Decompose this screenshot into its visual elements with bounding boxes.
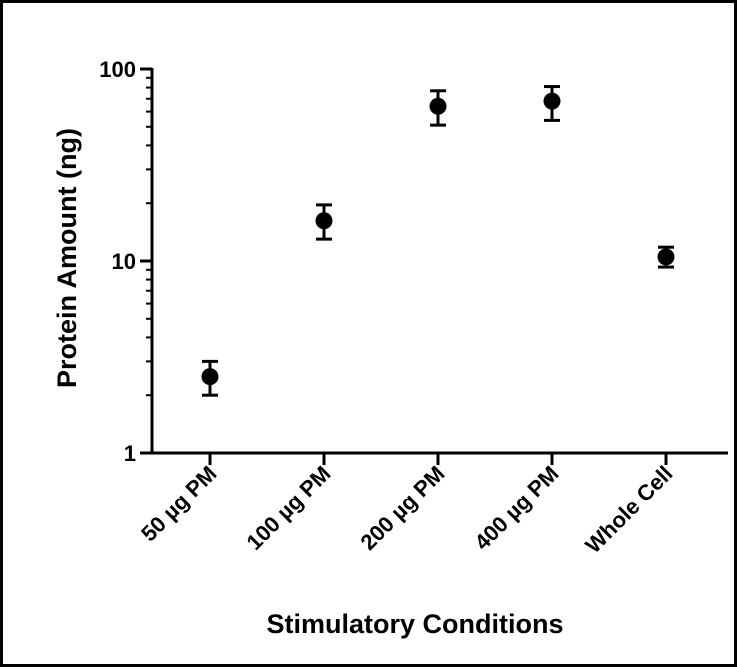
- y-axis-title: Protein Amount (ng): [52, 128, 82, 388]
- x-tick-label: 200 µg PM: [355, 461, 449, 555]
- data-point-group: [543, 85, 561, 122]
- data-point-group: [315, 203, 333, 241]
- data-marks-group: [201, 85, 675, 397]
- x-tick-label: 50 µg PM: [136, 461, 221, 546]
- y-tick-label: 100: [99, 57, 136, 82]
- data-point-group: [429, 89, 447, 127]
- y-tick-label: 10: [112, 249, 136, 274]
- scatter-chart: 1 10 100 50 µg PM 100 µg PM 200 µg PM 400 µg …: [52, 57, 728, 639]
- data-point: [429, 97, 447, 115]
- data-point: [201, 368, 219, 386]
- data-point-group: [201, 359, 219, 397]
- x-axis-title: Stimulatory Conditions: [267, 609, 564, 639]
- y-ticks-group: 1 10 100: [99, 57, 152, 466]
- y-tick-label: 1: [124, 441, 136, 466]
- data-point: [657, 248, 675, 266]
- data-point: [543, 92, 561, 110]
- x-ticks-group: 50 µg PM 100 µg PM 200 µg PM 400 µg PM Whole…: [136, 453, 678, 558]
- data-point-group: [657, 245, 675, 269]
- x-tick-label: 400 µg PM: [469, 461, 563, 555]
- x-tick-label: Whole Cell: [580, 461, 677, 558]
- data-point: [315, 212, 333, 230]
- x-tick-label: 100 µg PM: [241, 461, 335, 555]
